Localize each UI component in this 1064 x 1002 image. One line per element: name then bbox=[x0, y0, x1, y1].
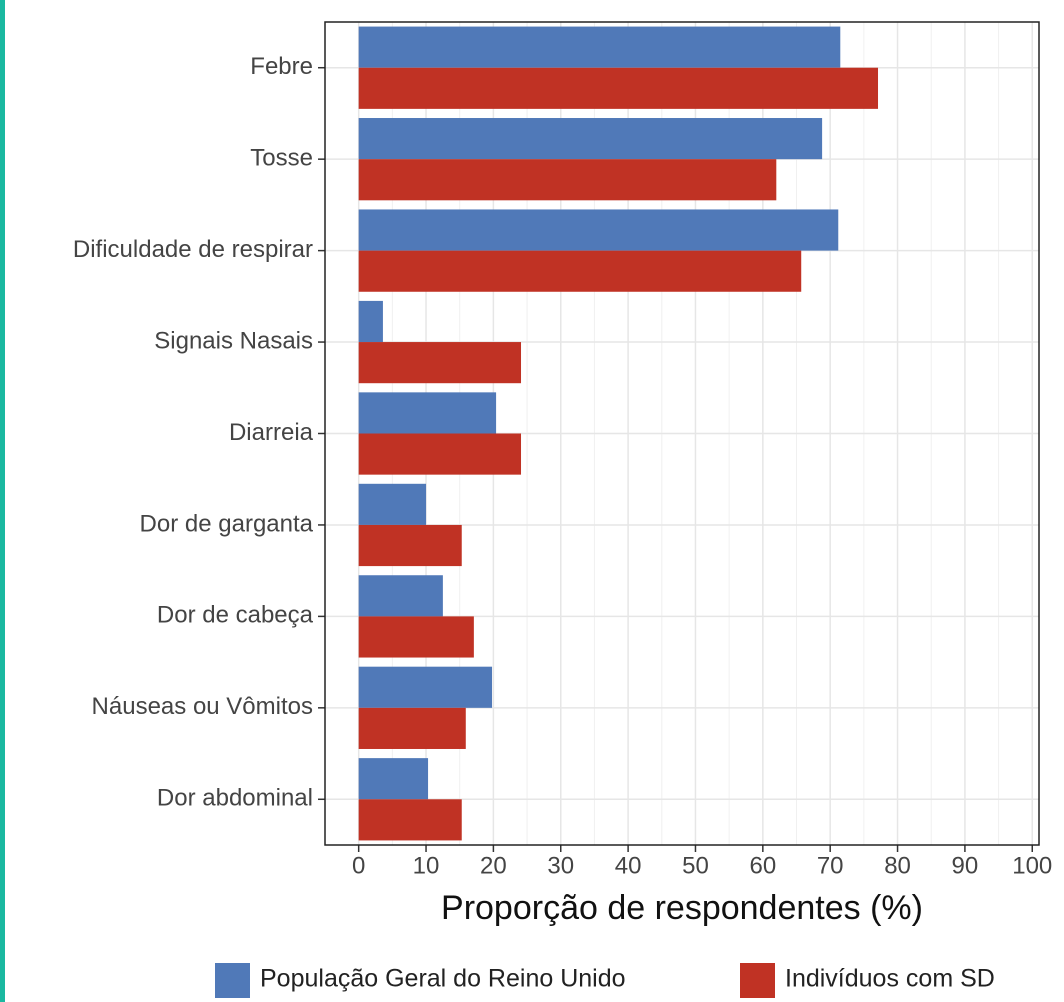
bar bbox=[358, 616, 474, 658]
y-tick-label: Dor de garganta bbox=[140, 510, 314, 537]
y-tick-label: Dificuldade de respirar bbox=[73, 236, 313, 263]
y-tick-label: Diarreia bbox=[229, 419, 314, 446]
bar bbox=[358, 483, 427, 525]
x-tick-label: 80 bbox=[884, 852, 911, 879]
bar bbox=[358, 392, 497, 434]
side-border bbox=[0, 0, 5, 1002]
bar bbox=[358, 758, 429, 800]
legend-swatch bbox=[740, 963, 775, 998]
bar bbox=[358, 159, 777, 201]
x-tick-label: 20 bbox=[480, 852, 507, 879]
bar bbox=[358, 707, 466, 749]
bar bbox=[358, 67, 879, 109]
x-tick-label: 30 bbox=[547, 852, 574, 879]
legend-label: Indivíduos com SD bbox=[785, 965, 995, 993]
bar bbox=[358, 524, 462, 567]
legend-label: População Geral do Reino Unido bbox=[260, 965, 626, 993]
bar bbox=[358, 666, 493, 708]
y-tick-label: Dor abdominal bbox=[157, 785, 313, 812]
x-tick-label: 10 bbox=[413, 852, 440, 879]
y-tick-label: Signais Nasais bbox=[154, 327, 313, 354]
legend-swatch bbox=[215, 963, 250, 998]
bar bbox=[358, 209, 839, 251]
y-tick-label: Dor de cabeça bbox=[157, 602, 314, 629]
bar bbox=[358, 26, 841, 68]
x-tick-label: 90 bbox=[952, 852, 979, 879]
x-tick-label: 50 bbox=[682, 852, 709, 879]
x-tick-label: 100 bbox=[1012, 852, 1052, 879]
x-tick-label: 0 bbox=[352, 852, 365, 879]
y-tick-label: Tosse bbox=[250, 145, 313, 172]
x-axis-label: Proporção de respondentes (%) bbox=[441, 889, 923, 927]
bar bbox=[358, 300, 383, 343]
bar bbox=[358, 575, 443, 617]
bar bbox=[358, 250, 802, 292]
x-tick-label: 70 bbox=[817, 852, 844, 879]
x-tick-label: 60 bbox=[749, 852, 776, 879]
bar bbox=[358, 433, 522, 475]
bar bbox=[358, 799, 462, 841]
y-tick-label: Febre bbox=[250, 53, 313, 80]
y-tick-label: Náuseas ou Vômitos bbox=[92, 693, 313, 720]
bar bbox=[358, 118, 823, 160]
x-tick-label: 40 bbox=[615, 852, 642, 879]
panel-border bbox=[324, 21, 1040, 846]
bar bbox=[358, 342, 522, 384]
